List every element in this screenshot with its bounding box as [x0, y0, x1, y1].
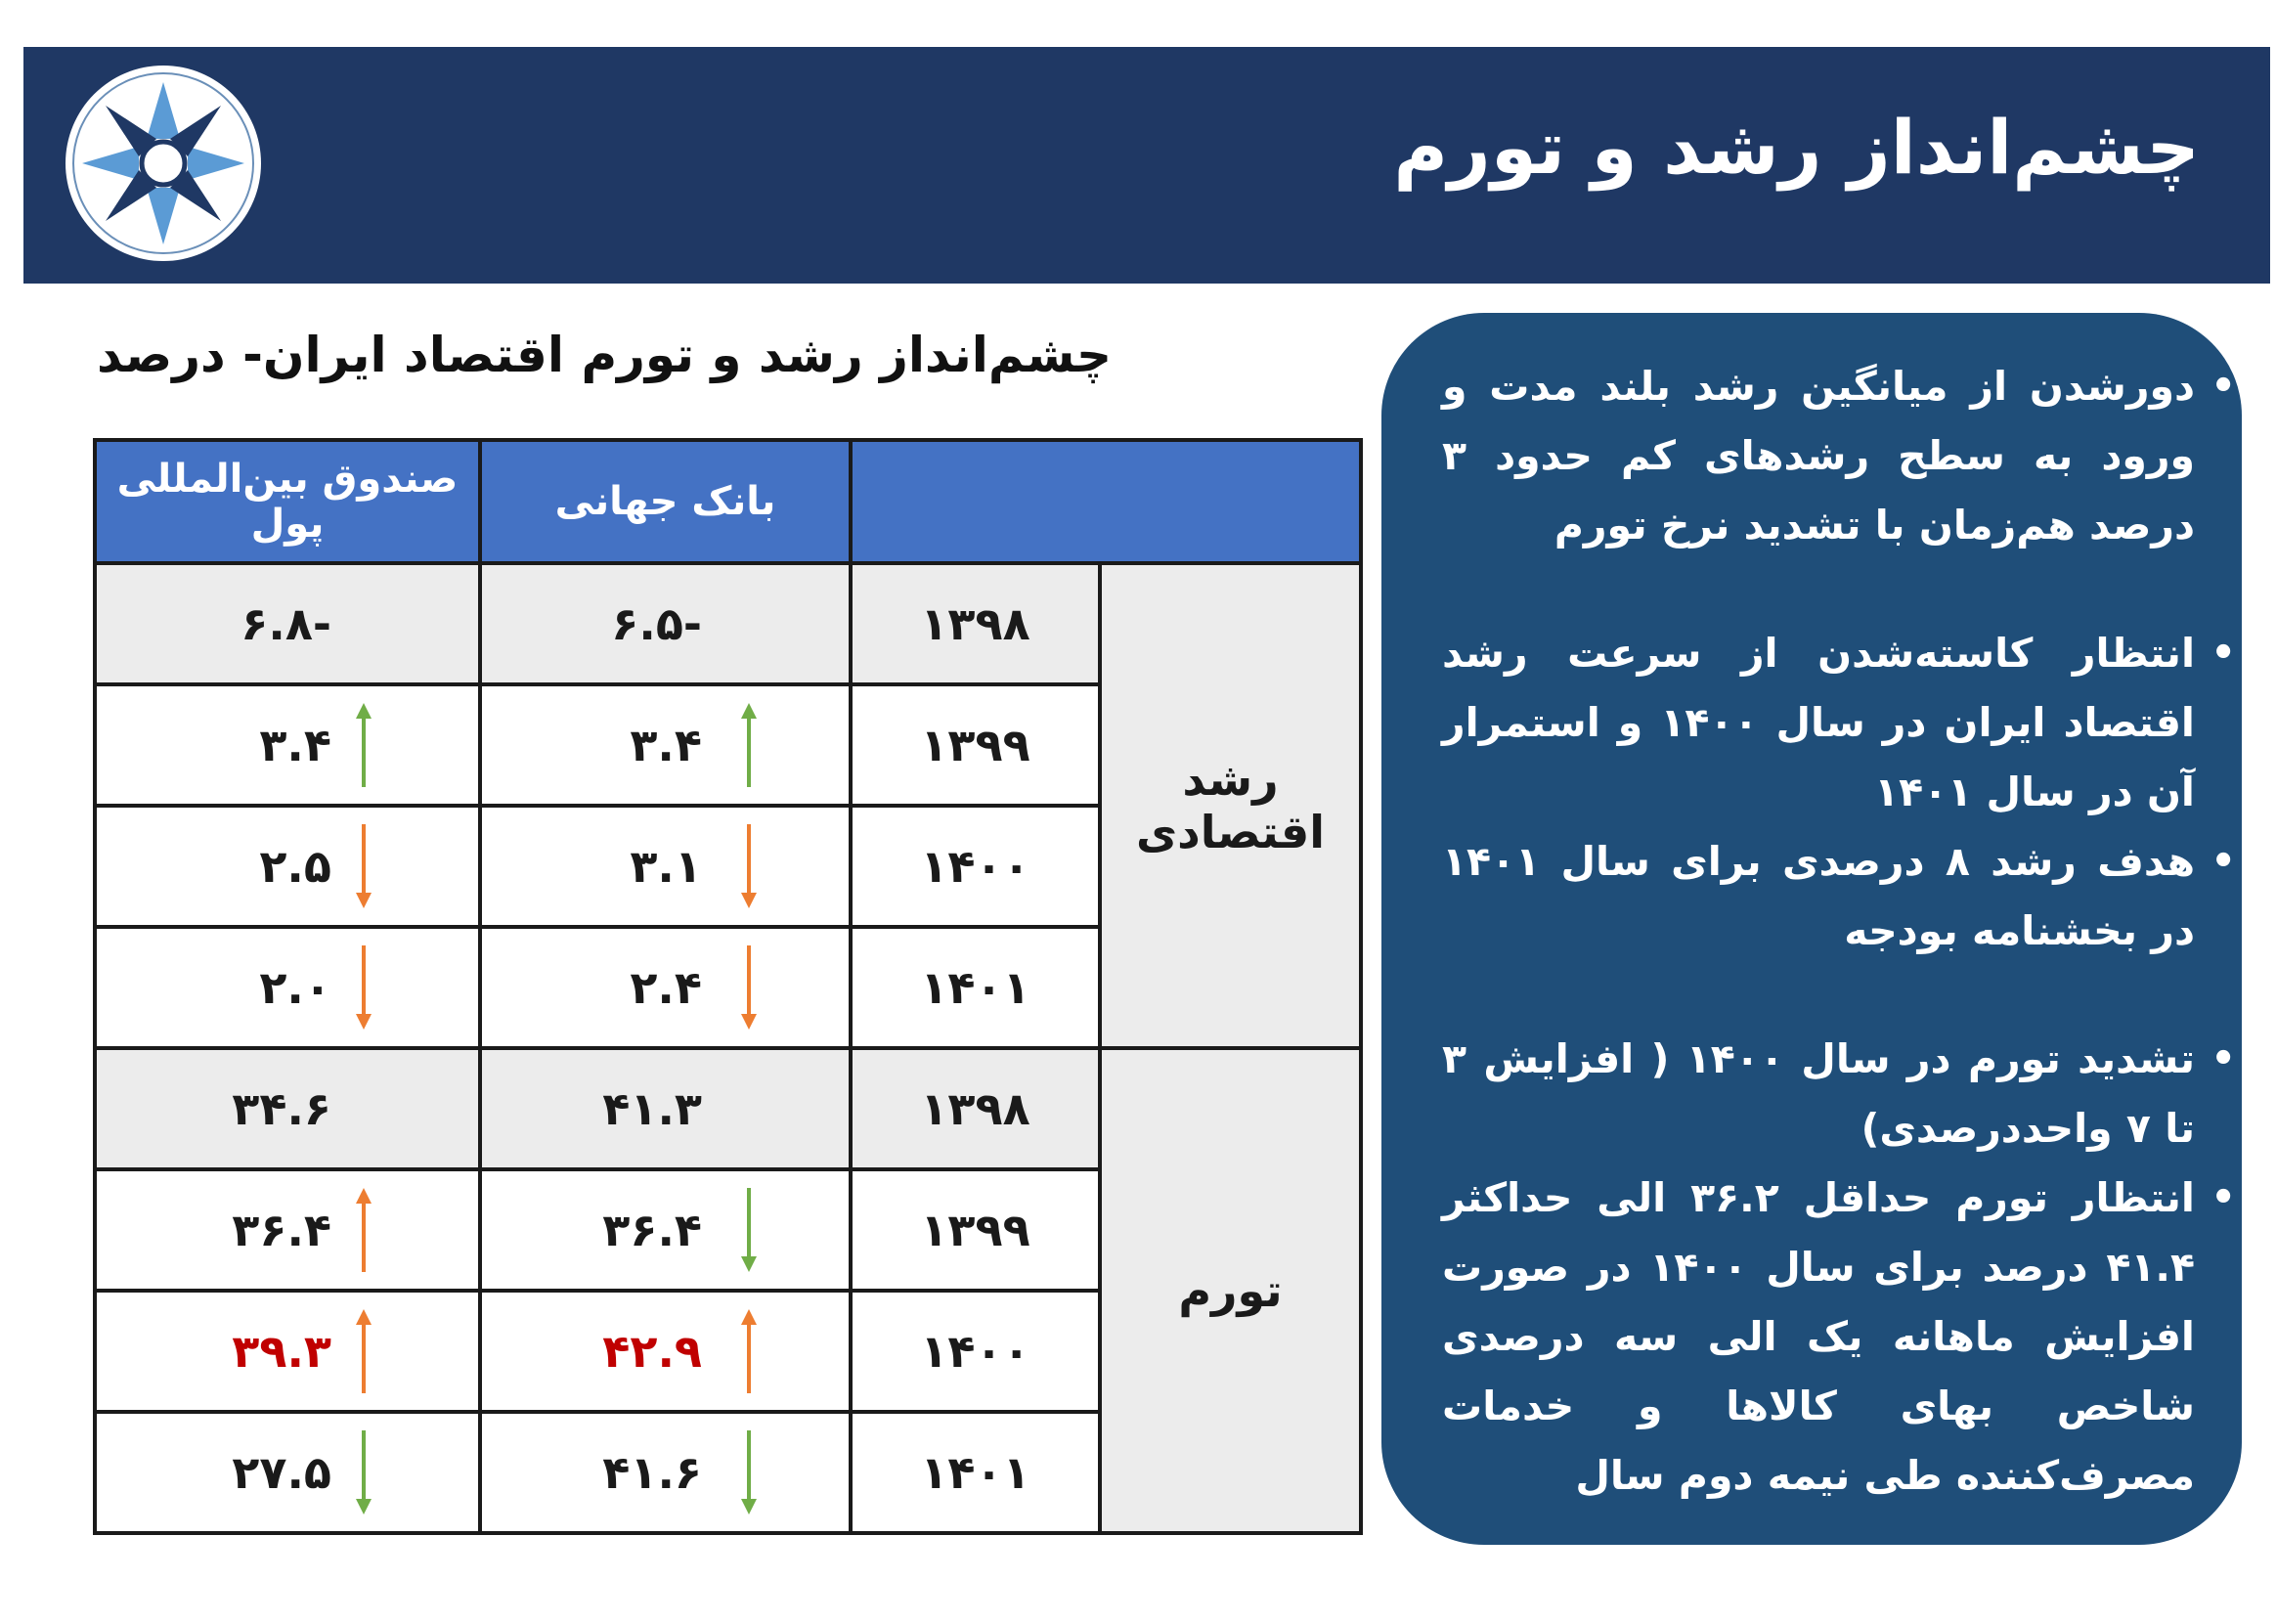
imf-cell: ۳.۴	[93, 682, 482, 808]
table-row: ۲.۵ ۳.۱ ۱۴۰۰	[93, 804, 1361, 929]
header-imf: صندوق بین‌المللی پول	[93, 438, 482, 565]
imf-value: ۲.۰	[259, 961, 331, 1014]
bullet-item: انتظار تورم حداقل ۳۶.۲ الی حداکثر ۴۱.۴ د…	[1442, 1163, 2236, 1511]
group-label: رشد اقتصادی	[1098, 561, 1363, 1050]
world-bank-cell: ۳.۴	[478, 682, 853, 808]
down-arrow-icon	[356, 1430, 372, 1514]
imf-value: ۳۶.۴	[232, 1204, 331, 1256]
summary-bullets: دورشدن از میانگین رشد بلند مدت و ورود به…	[1442, 352, 2236, 1511]
imf-cell: ۳۹.۳	[93, 1289, 482, 1414]
imf-value: ۲.۵	[259, 840, 331, 893]
year-cell: ۱۴۰۱	[849, 1410, 1102, 1535]
world-bank-cell: -۶.۵	[478, 561, 853, 686]
down-arrow-icon	[741, 824, 757, 908]
table-row: ۳.۴ ۳.۴ ۱۳۹۹	[93, 682, 1361, 808]
imf-cell: ۲۷.۵	[93, 1410, 482, 1535]
world-bank-value: ۳۶.۴	[602, 1204, 702, 1256]
imf-cell: ۲.۰	[93, 925, 482, 1050]
bullet-item: تشدید تورم در سال ۱۴۰۰ ( افزایش ۳ تا ۷ و…	[1442, 1025, 2236, 1163]
chamber-logo-icon	[66, 66, 261, 261]
imf-cell: -۶.۸	[93, 561, 482, 686]
up-arrow-icon	[356, 1309, 372, 1393]
group-label: تورم	[1098, 1046, 1363, 1535]
table-row: -۶.۸ -۶.۵ ۱۳۹۸ رشد اقتصادی	[93, 561, 1363, 1050]
world-bank-cell: ۳۶.۴	[478, 1167, 853, 1293]
down-arrow-icon	[741, 1430, 757, 1514]
world-bank-value: -۶.۵	[611, 597, 702, 650]
up-arrow-icon	[356, 1188, 372, 1272]
year-cell: ۱۳۹۸	[849, 1046, 1102, 1171]
world-bank-value: ۳.۴	[630, 719, 702, 771]
year-cell: ۱۳۹۹	[849, 1167, 1102, 1293]
imf-value: -۶.۸	[241, 597, 331, 650]
up-arrow-icon	[741, 1309, 757, 1393]
table-row: ۳۶.۴ ۳۶.۴ ۱۳۹۹	[93, 1167, 1361, 1293]
down-arrow-icon	[741, 945, 757, 1030]
summary-panel: دورشدن از میانگین رشد بلند مدت و ورود به…	[1381, 313, 2242, 1545]
bullet-item: انتظار کاسته‌شدن از سرعت رشد اقتصاد ایرا…	[1442, 619, 2236, 827]
down-arrow-icon	[356, 945, 372, 1030]
year-cell: ۱۳۹۸	[849, 561, 1102, 686]
bullet-item: دورشدن از میانگین رشد بلند مدت و ورود به…	[1442, 352, 2236, 560]
up-arrow-icon	[356, 703, 372, 787]
year-cell: ۱۴۰۱	[849, 925, 1102, 1050]
imf-value: ۳.۴	[259, 719, 331, 771]
table-row: ۳۹.۳ ۴۲.۹ ۱۴۰۰	[93, 1289, 1361, 1414]
imf-cell: ۳۶.۴	[93, 1167, 482, 1293]
world-bank-value: ۴۱.۳	[602, 1082, 702, 1135]
forecast-table: صندوق بین‌المللی پول بانک جهانی -۶.۸ -۶.۵…	[93, 438, 1363, 1535]
world-bank-value: ۴۲.۹	[602, 1325, 702, 1378]
imf-value: ۳۴.۶	[232, 1082, 331, 1135]
header-world-bank: بانک جهانی	[478, 438, 853, 565]
world-bank-cell: ۴۱.۶	[478, 1410, 853, 1535]
header-empty	[849, 438, 1363, 565]
imf-value: ۲۷.۵	[232, 1446, 331, 1499]
down-arrow-icon	[356, 824, 372, 908]
table-row: ۲۷.۵ ۴۱.۶ ۱۴۰۱	[93, 1410, 1361, 1535]
world-bank-value: ۴۱.۶	[602, 1446, 702, 1499]
page-title: چشم‌انداز رشد و تورم	[1393, 104, 2200, 191]
year-cell: ۱۳۹۹	[849, 682, 1102, 808]
world-bank-cell: ۲.۴	[478, 925, 853, 1050]
year-cell: ۱۴۰۰	[849, 804, 1102, 929]
table-row: ۲.۰ ۲.۴ ۱۴۰۱	[93, 925, 1361, 1050]
imf-cell: ۲.۵	[93, 804, 482, 929]
world-bank-cell: ۴۱.۳	[478, 1046, 853, 1171]
imf-value: ۳۹.۳	[232, 1325, 331, 1378]
imf-cell: ۳۴.۶	[93, 1046, 482, 1171]
table-row: ۳۴.۶ ۴۱.۳ ۱۳۹۸ تورم	[93, 1046, 1363, 1535]
up-arrow-icon	[741, 703, 757, 787]
down-arrow-icon	[741, 1188, 757, 1272]
table-title: چشم‌انداز رشد و تورم اقتصاد ایران- درصد	[97, 327, 1112, 383]
world-bank-value: ۲.۴	[630, 961, 702, 1014]
title-banner: چشم‌انداز رشد و تورم	[23, 47, 2270, 284]
table-header-row: صندوق بین‌المللی پول بانک جهانی	[93, 438, 1363, 565]
world-bank-cell: ۴۲.۹	[478, 1289, 853, 1414]
bullet-item: هدف رشد ۸ درصدی برای سال ۱۴۰۱ در بخشنامه…	[1442, 827, 2236, 966]
world-bank-value: ۳.۱	[630, 840, 702, 893]
world-bank-cell: ۳.۱	[478, 804, 853, 929]
year-cell: ۱۴۰۰	[849, 1289, 1102, 1414]
